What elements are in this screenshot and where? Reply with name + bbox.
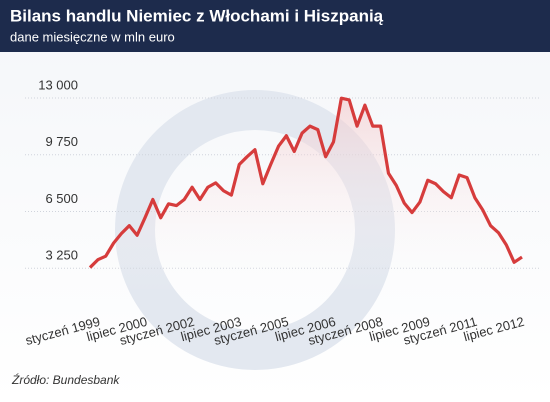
y-tick-label: 6 500 [45,191,78,206]
y-tick-label: 13 000 [38,77,78,92]
chart-title: Bilans handlu Niemiec z Włochami i Hiszp… [10,6,384,25]
chart-subtitle: dane miesięczne w mln euro [10,29,175,44]
y-tick-label: 3 250 [45,248,78,263]
data-line [88,96,523,269]
header [0,0,550,52]
y-tick-label: 9 750 [45,134,78,149]
area-shade [90,98,522,296]
source: Źródło: Bundesbank [11,372,120,387]
